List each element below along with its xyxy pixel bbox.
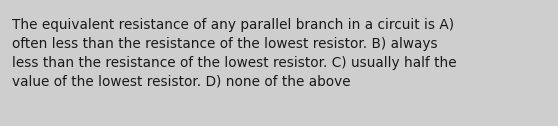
Text: The equivalent resistance of any parallel branch in a circuit is A)
often less t: The equivalent resistance of any paralle… — [12, 18, 456, 89]
